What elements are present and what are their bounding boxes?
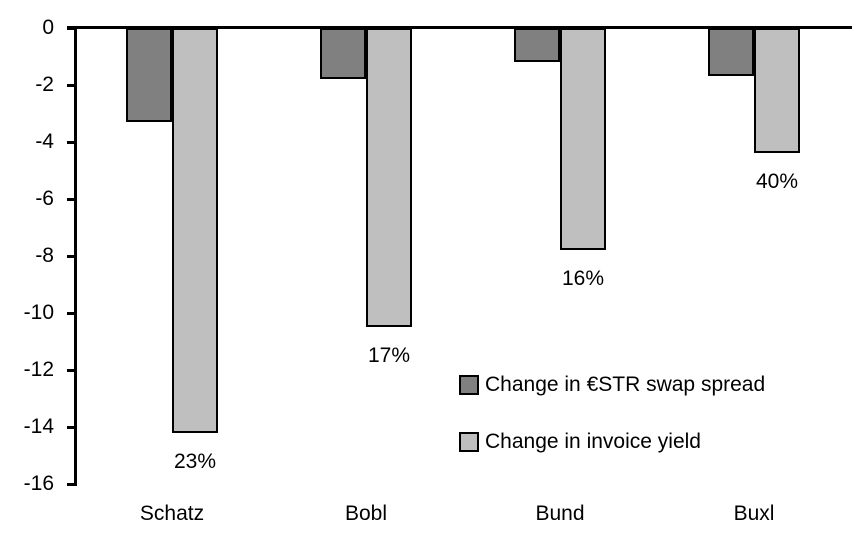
data-label-buxl: 40%: [755, 170, 799, 194]
y-tick-label: -10: [23, 301, 54, 324]
data-label-schatz: 23%: [173, 449, 217, 473]
y-tick-label: -2: [35, 73, 54, 96]
legend-label-swap-spread: Change in €STR swap spread: [485, 373, 766, 396]
y-axis-tick: [67, 368, 77, 372]
y-tick-label: -14: [23, 415, 54, 438]
y-tick-label: 0: [42, 16, 54, 39]
x-category-label-bobl: Bobl: [344, 502, 388, 525]
y-tick-label: -6: [35, 187, 54, 210]
bar-bobl-invoice-yield: [366, 28, 412, 328]
y-tick-label: -8: [35, 244, 54, 267]
data-label-bobl: 17%: [367, 344, 411, 368]
y-axis-tick: [67, 83, 77, 87]
y-axis-tick: [67, 197, 77, 201]
x-category-label-schatz: Schatz: [139, 502, 205, 525]
y-tick-label: -12: [23, 358, 54, 381]
y-axis-tick: [67, 140, 77, 144]
y-tick-label: -16: [23, 472, 54, 495]
bar-bund-invoice-yield: [560, 28, 606, 251]
x-category-label-bund: Bund: [535, 502, 585, 525]
y-axis-tick: [67, 254, 77, 258]
bar-buxl-invoice-yield: [754, 28, 800, 154]
y-tick-label: -4: [35, 130, 54, 153]
bar-buxl-swap-spread: [708, 28, 754, 77]
legend: Change in €STR swap spread Change in inv…: [459, 374, 819, 488]
bar-bund-swap-spread: [514, 28, 560, 63]
legend-item-swap-spread: Change in €STR swap spread: [459, 374, 819, 396]
legend-swatch-invoice-yield: [459, 432, 479, 452]
legend-label-invoice-yield: Change in invoice yield: [485, 430, 701, 453]
bar-schatz-swap-spread: [126, 28, 172, 123]
data-label-bund: 16%: [561, 267, 605, 291]
y-axis-tick: [67, 26, 77, 30]
y-axis-tick: [67, 311, 77, 315]
y-axis-tick: [67, 425, 77, 429]
y-axis-tick: [67, 482, 77, 486]
legend-swatch-swap-spread: [459, 375, 479, 395]
legend-item-invoice-yield: Change in invoice yield: [459, 431, 819, 453]
bar-schatz-invoice-yield: [172, 28, 218, 433]
bar-bobl-swap-spread: [320, 28, 366, 80]
x-axis-line: [67, 26, 852, 29]
x-category-label-buxl: Buxl: [733, 502, 775, 525]
